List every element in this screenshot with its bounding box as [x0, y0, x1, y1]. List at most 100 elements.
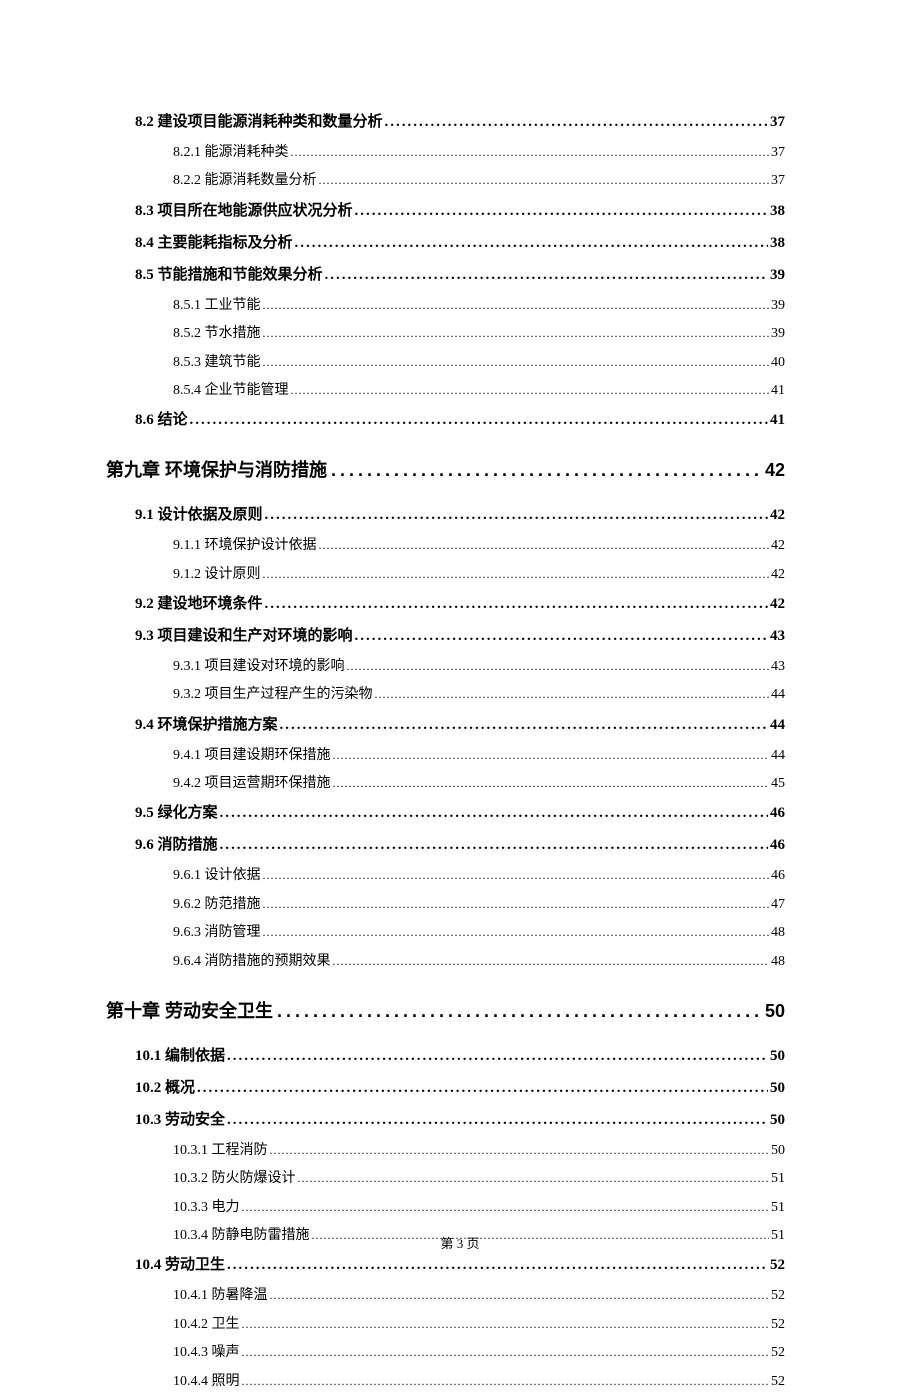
toc-entry: 10.4.3 噪声...............................… [135, 1342, 785, 1364]
toc-entry: 10.3 劳动安全...............................… [135, 1108, 785, 1132]
toc-leader-dots: ........................................… [263, 866, 770, 885]
page-footer: 第 3 页 [0, 1233, 920, 1252]
toc-entry-label: 10.3 劳动安全 [135, 1108, 225, 1132]
toc-entry: 8.6 结论..................................… [135, 408, 785, 432]
toc-entry: 10.4.1 防暑降温.............................… [135, 1285, 785, 1307]
page-number: 第 3 页 [440, 1236, 479, 1251]
toc-leader-dots: ........................................… [291, 381, 770, 400]
toc-entry: 10.3.1 工程消防.............................… [135, 1140, 785, 1162]
toc-entry-page: 50 [770, 1044, 785, 1068]
toc-leader-dots: ........................................… [355, 199, 768, 223]
toc-leader-dots: ........................................… [227, 1108, 768, 1132]
toc-entry-page: 44 [771, 684, 785, 706]
toc-entry-label: 10.3.1 工程消防 [173, 1140, 268, 1162]
toc-leader-dots: ........................................… [263, 353, 770, 372]
toc-entry-label: 9.6.4 消防措施的预期效果 [173, 951, 331, 973]
toc-entry-page: 48 [771, 951, 785, 973]
toc-entry: 8.5 节能措施和节能效果分析.........................… [135, 263, 785, 287]
toc-entry: 8.2.1 能源消耗种类............................… [135, 142, 785, 164]
toc-entry-page: 42 [770, 592, 785, 616]
toc-entry-label: 8.5.2 节水措施 [173, 323, 261, 345]
toc-entry-label: 10.3.3 电力 [173, 1197, 240, 1219]
toc-entry-label: 9.1.2 设计原则 [173, 564, 261, 586]
toc-entry-page: 46 [770, 801, 785, 825]
toc-entry-page: 41 [770, 408, 785, 432]
toc-entry: 9.5 绿化方案................................… [135, 801, 785, 825]
toc-entry: 9.6 消防措施................................… [135, 833, 785, 857]
toc-leader-dots: ........................................… [242, 1372, 770, 1391]
toc-leader-dots: ........................................… [277, 997, 761, 1026]
toc-leader-dots: ........................................… [333, 746, 770, 765]
toc-entry-page: 39 [771, 323, 785, 345]
toc-entry-label: 10.4.3 噪声 [173, 1342, 240, 1364]
toc-entry-page: 45 [771, 773, 785, 795]
toc-leader-dots: ........................................… [242, 1315, 770, 1334]
toc-entry: 8.3 项目所在地能源供应状况分析.......................… [135, 199, 785, 223]
toc-entry-page: 43 [770, 624, 785, 648]
toc-leader-dots: ........................................… [220, 801, 768, 825]
toc-leader-dots: ........................................… [375, 685, 770, 704]
toc-entry-label: 9.3.2 项目生产过程产生的污染物 [173, 684, 373, 706]
toc-entry: 8.4 主要能耗指标及分析...........................… [135, 231, 785, 255]
toc-leader-dots: ........................................… [325, 263, 768, 287]
toc-leader-dots: ........................................… [227, 1044, 768, 1068]
toc-entry-label: 9.4 环境保护措施方案 [135, 713, 278, 737]
toc-entry-label: 9.6.1 设计依据 [173, 865, 261, 887]
toc-entry-page: 42 [771, 535, 785, 557]
toc-entry-label: 第九章 环境保护与消防措施 [106, 456, 327, 485]
toc-entry-page: 52 [770, 1253, 785, 1277]
toc-leader-dots: ........................................… [227, 1253, 768, 1277]
toc-leader-dots: ........................................… [355, 624, 768, 648]
toc-entry: 8.5.1 工业节能..............................… [135, 295, 785, 317]
toc-entry-label: 8.2.1 能源消耗种类 [173, 142, 289, 164]
toc-entry-label: 9.6 消防措施 [135, 833, 218, 857]
toc-entry: 8.5.3 建筑节能..............................… [135, 352, 785, 374]
toc-entry: 9.4.2 项目运营期环保措施.........................… [135, 773, 785, 795]
toc-entry-label: 10.4.4 照明 [173, 1371, 240, 1393]
toc-entry-page: 52 [771, 1342, 785, 1364]
toc-leader-dots: ........................................… [197, 1076, 768, 1100]
toc-leader-dots: ........................................… [298, 1169, 770, 1188]
toc-leader-dots: ........................................… [280, 713, 768, 737]
toc-leader-dots: ........................................… [263, 565, 770, 584]
toc-entry-label: 8.5.1 工业节能 [173, 295, 261, 317]
toc-entry-page: 39 [771, 295, 785, 317]
toc-entry: 10.3.2 防火防爆设计...........................… [135, 1168, 785, 1190]
toc-entry-label: 8.5 节能措施和节能效果分析 [135, 263, 323, 287]
toc-entry-page: 50 [770, 1076, 785, 1100]
toc-entry-page: 37 [770, 110, 785, 134]
toc-entry-page: 42 [765, 456, 785, 485]
toc-entry: 9.3 项目建设和生产对环境的影响.......................… [135, 624, 785, 648]
toc-entry-label: 10.4.2 卫生 [173, 1314, 240, 1336]
toc-leader-dots: ........................................… [270, 1286, 770, 1305]
toc-entry-page: 43 [771, 656, 785, 678]
toc-entry: 10.4 劳动卫生...............................… [135, 1253, 785, 1277]
toc-entry-label: 9.1 设计依据及原则 [135, 503, 263, 527]
toc-leader-dots: ........................................… [347, 657, 770, 676]
toc-entry-page: 37 [771, 142, 785, 164]
toc-entry: 第九章 环境保护与消防措施...........................… [106, 456, 785, 485]
toc-leader-dots: ........................................… [263, 923, 770, 942]
toc-entry-label: 8.5.3 建筑节能 [173, 352, 261, 374]
toc-entry: 9.6.4 消防措施的预期效果.........................… [135, 951, 785, 973]
toc-entry-page: 50 [765, 997, 785, 1026]
table-of-contents: 8.2 建设项目能源消耗种类和数量分析.....................… [135, 110, 785, 1393]
toc-entry: 8.2.2 能源消耗数量分析..........................… [135, 170, 785, 192]
toc-entry-label: 8.6 结论 [135, 408, 188, 432]
toc-leader-dots: ........................................… [270, 1141, 770, 1160]
toc-entry: 9.4.1 项目建设期环保措施.........................… [135, 745, 785, 767]
toc-entry-label: 10.2 概况 [135, 1076, 195, 1100]
toc-entry-page: 50 [771, 1140, 785, 1162]
toc-entry-page: 44 [771, 745, 785, 767]
toc-entry: 9.1 设计依据及原则.............................… [135, 503, 785, 527]
toc-entry-page: 52 [771, 1371, 785, 1393]
toc-leader-dots: ........................................… [385, 110, 768, 134]
toc-entry: 10.3.3 电力...............................… [135, 1197, 785, 1219]
toc-leader-dots: ........................................… [263, 895, 770, 914]
toc-entry-label: 9.6.3 消防管理 [173, 922, 261, 944]
toc-entry: 9.3.2 项目生产过程产生的污染物......................… [135, 684, 785, 706]
toc-entry-page: 52 [771, 1285, 785, 1307]
toc-entry-page: 44 [770, 713, 785, 737]
toc-leader-dots: ........................................… [295, 231, 768, 255]
toc-entry-label: 8.4 主要能耗指标及分析 [135, 231, 293, 255]
